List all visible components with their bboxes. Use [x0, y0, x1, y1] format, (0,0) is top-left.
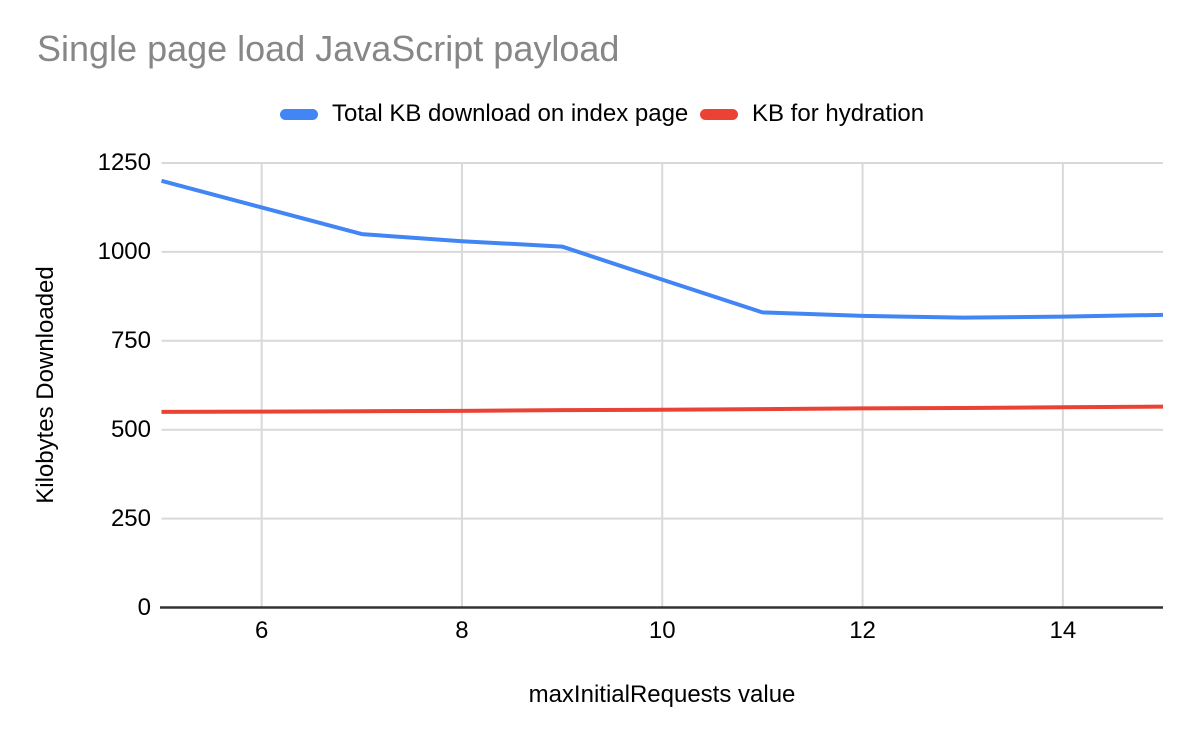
x-tick-label-10: 10	[648, 617, 676, 644]
legend-swatch-total-kb-icon	[280, 108, 318, 120]
x-tick-label-12: 12	[849, 617, 876, 644]
y-tick-label-500: 500	[110, 415, 151, 443]
legend-item-total-kb[interactable]: Total KB download on index page	[280, 99, 688, 129]
legend-swatch-hydration-icon	[700, 108, 738, 120]
y-tick-label-750: 750	[110, 326, 151, 354]
x-axis-title: maxInitialRequests value	[528, 681, 796, 708]
series-line-1[interactable]	[161, 404, 1164, 414]
series-line-0[interactable]	[160, 178, 1164, 320]
x-tick-label-14: 14	[1049, 617, 1077, 644]
y-tick-label-1000: 1000	[97, 237, 151, 265]
y-tick-label-250: 250	[110, 504, 151, 532]
y-tick-label-1250: 1250	[97, 149, 151, 176]
x-tick-label-6: 6	[254, 617, 269, 644]
y-tick-label-0: 0	[137, 593, 151, 621]
legend-item-hydration[interactable]: KB for hydration	[700, 99, 924, 129]
legend-label-hydration: KB for hydration	[752, 100, 925, 127]
x-tick-label-8: 8	[455, 617, 469, 644]
legend-label-total-kb: Total KB download on index page	[332, 100, 689, 127]
chart-title: Single page load JavaScript payload	[37, 28, 620, 69]
